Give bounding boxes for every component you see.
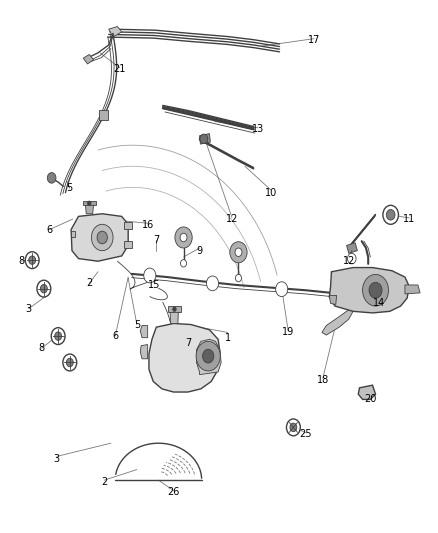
Circle shape bbox=[37, 280, 51, 297]
Circle shape bbox=[88, 201, 91, 205]
Circle shape bbox=[175, 227, 192, 248]
Polygon shape bbox=[197, 340, 221, 375]
Polygon shape bbox=[170, 311, 178, 324]
Circle shape bbox=[29, 256, 35, 264]
Circle shape bbox=[363, 274, 389, 306]
Circle shape bbox=[383, 205, 399, 224]
Polygon shape bbox=[329, 268, 409, 313]
Text: 6: 6 bbox=[46, 224, 53, 235]
Text: 1: 1 bbox=[225, 333, 231, 343]
Text: 12: 12 bbox=[343, 256, 355, 266]
Text: 13: 13 bbox=[252, 124, 264, 134]
Text: 7: 7 bbox=[153, 235, 159, 245]
Text: 16: 16 bbox=[141, 220, 154, 230]
Polygon shape bbox=[149, 324, 220, 392]
Text: 6: 6 bbox=[112, 331, 118, 341]
Polygon shape bbox=[200, 134, 210, 144]
Circle shape bbox=[200, 134, 208, 143]
Text: 25: 25 bbox=[299, 429, 312, 439]
Circle shape bbox=[286, 419, 300, 436]
Circle shape bbox=[386, 209, 395, 220]
Text: 2: 2 bbox=[101, 477, 107, 487]
Circle shape bbox=[63, 354, 77, 371]
Text: 12: 12 bbox=[226, 214, 238, 224]
Polygon shape bbox=[329, 295, 337, 304]
Text: 11: 11 bbox=[403, 214, 415, 224]
Circle shape bbox=[47, 173, 56, 183]
Text: 8: 8 bbox=[18, 256, 24, 266]
Circle shape bbox=[180, 233, 187, 241]
Circle shape bbox=[230, 241, 247, 263]
Text: 2: 2 bbox=[86, 278, 92, 288]
Polygon shape bbox=[322, 310, 353, 335]
Circle shape bbox=[276, 282, 288, 296]
Circle shape bbox=[173, 307, 176, 311]
Polygon shape bbox=[83, 200, 96, 205]
Polygon shape bbox=[140, 326, 148, 338]
Polygon shape bbox=[346, 243, 357, 253]
Text: 19: 19 bbox=[282, 327, 294, 337]
Circle shape bbox=[97, 231, 107, 244]
Polygon shape bbox=[109, 27, 122, 37]
Polygon shape bbox=[140, 344, 148, 359]
Polygon shape bbox=[85, 204, 94, 214]
Circle shape bbox=[347, 253, 356, 264]
Text: 20: 20 bbox=[364, 394, 377, 405]
Circle shape bbox=[235, 248, 242, 256]
Text: 14: 14 bbox=[373, 298, 385, 309]
Polygon shape bbox=[124, 222, 132, 229]
Text: 10: 10 bbox=[265, 188, 277, 198]
Polygon shape bbox=[405, 285, 420, 294]
Text: 18: 18 bbox=[317, 375, 329, 385]
Circle shape bbox=[144, 268, 156, 283]
Polygon shape bbox=[124, 241, 132, 248]
Circle shape bbox=[180, 260, 187, 267]
Text: 8: 8 bbox=[39, 343, 45, 353]
Polygon shape bbox=[99, 110, 108, 120]
Circle shape bbox=[66, 358, 73, 367]
Text: 5: 5 bbox=[134, 319, 140, 329]
Circle shape bbox=[202, 349, 214, 363]
Circle shape bbox=[92, 224, 113, 251]
Text: 3: 3 bbox=[54, 454, 60, 464]
Circle shape bbox=[25, 252, 39, 269]
Circle shape bbox=[40, 285, 47, 293]
Circle shape bbox=[290, 423, 297, 432]
Circle shape bbox=[236, 274, 241, 282]
Circle shape bbox=[196, 342, 220, 371]
Polygon shape bbox=[71, 231, 75, 238]
Text: 5: 5 bbox=[67, 183, 73, 193]
Text: 15: 15 bbox=[148, 280, 160, 290]
Text: 9: 9 bbox=[197, 246, 203, 256]
Text: 26: 26 bbox=[167, 487, 180, 497]
Text: 3: 3 bbox=[26, 304, 32, 314]
Polygon shape bbox=[71, 214, 128, 261]
Circle shape bbox=[51, 328, 65, 344]
Text: 21: 21 bbox=[113, 64, 126, 74]
Polygon shape bbox=[168, 306, 181, 312]
Circle shape bbox=[206, 276, 219, 291]
Polygon shape bbox=[83, 54, 94, 64]
Circle shape bbox=[55, 332, 62, 341]
Text: 17: 17 bbox=[308, 35, 320, 45]
Circle shape bbox=[369, 282, 382, 298]
Text: 7: 7 bbox=[186, 338, 192, 348]
Polygon shape bbox=[358, 385, 375, 399]
